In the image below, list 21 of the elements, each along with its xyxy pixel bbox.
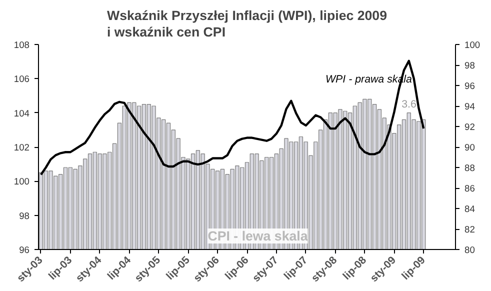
y-tick-label: 102 [14, 142, 30, 152]
y2-tick-label: 90 [464, 142, 475, 152]
y2-tick-label: 80 [464, 245, 475, 255]
y2-tick-label: 88 [464, 163, 475, 173]
y-tick-label: 106 [14, 74, 30, 84]
y-tick-label: 100 [14, 176, 30, 187]
y2-tick-label: 100 [464, 40, 480, 50]
y2-tick-label: 82 [464, 224, 475, 234]
annotation: 3.6 [402, 98, 416, 111]
y2-tick-label: 86 [464, 184, 475, 194]
y2-tick-label: 98 [464, 60, 475, 70]
y-tick-label: 108 [14, 40, 30, 50]
y-tick-label: 98 [19, 210, 30, 221]
y-tick-label: 96 [19, 245, 30, 255]
y2-tick-label: 92 [464, 122, 475, 132]
y2-tick-label: 94 [464, 102, 475, 112]
y-tick-label: 104 [14, 108, 30, 118]
y2-tick-label: 96 [464, 81, 475, 91]
y2-tick-label: 84 [464, 204, 475, 214]
series-label: CPI - lewa skala [208, 228, 308, 244]
chart-title: Wskaźnik Przyszłej Inflacji (WPI), lipiec 2009 i wskaźnik cen CPI [107, 8, 387, 40]
